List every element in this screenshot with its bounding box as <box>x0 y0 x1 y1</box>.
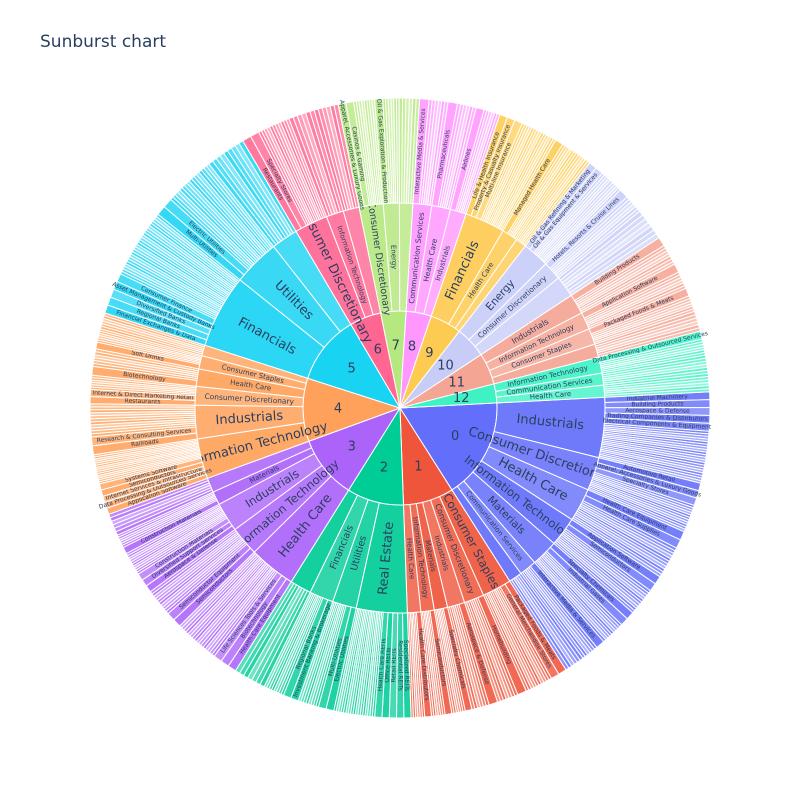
sunburst-industry-label-2-retail-reits: Retail REITs <box>390 648 398 683</box>
sunburst-industry-label-0-trading-companies-distributors: Trading Companies & Distributors <box>606 412 708 423</box>
sunburst-root-label-10: 10 <box>437 358 454 373</box>
sunburst-root-label-7: 7 <box>392 339 400 354</box>
sunburst-root-label-3: 3 <box>348 440 356 455</box>
sunburst-root-label-11: 11 <box>448 375 465 390</box>
sunburst-industry-label-0-aerospace-defense: Aerospace & Defense <box>625 407 690 415</box>
sunburst-company-12-2-5[interactable] <box>604 388 711 398</box>
sunburst-industry-label-0-building-products: Building Products <box>631 401 683 409</box>
sunburst-industry-label-2-health-care-reits: Health Care REITs <box>377 638 388 691</box>
sunburst-root-label-9: 9 <box>425 346 433 361</box>
sunburst-sector-label-1-health-care: Health Care <box>405 538 416 580</box>
sunburst-industry-label-2-residential-reits: Residential REITs <box>397 640 404 690</box>
sunburst-sector-label-12-health-care: Health Care <box>530 390 572 401</box>
sunburst-industry-label-4-railroads: Railroads <box>131 438 159 449</box>
sunburst-root-label-6: 6 <box>374 343 382 358</box>
sunburst-root-label-0: 0 <box>451 429 459 444</box>
sunburst-root-label-2: 2 <box>380 460 388 475</box>
sunburst-sector-label-0-industrials: Industrials <box>516 412 585 433</box>
sunburst-root-label-8: 8 <box>408 340 416 355</box>
sunburst-sector-label-4-industrials: Industrials <box>215 409 284 429</box>
sunburst-root-label-5: 5 <box>347 362 355 377</box>
sunburst-root-label-12: 12 <box>453 391 470 406</box>
chart-title: Sunburst chart <box>40 32 167 52</box>
sunburst-sector-label-2-real-estate: Real Estate <box>376 521 398 595</box>
sunburst-sector-label-7-energy: Energy <box>389 245 398 270</box>
sunburst-root-label-1: 1 <box>414 460 422 475</box>
sunburst-industry-label-2-specialized-reits: Specialized REITs <box>402 640 410 692</box>
sunburst-industry-label-4-restaurants: Restaurants <box>125 398 161 406</box>
sunburst-root-label-4: 4 <box>334 402 342 417</box>
sunburst-industry-label-0-industrial-machinery: Industrial Machinery <box>627 393 689 402</box>
sunburst-industry-label-4-internet-direct-marketing-retail: Internet & Direct Marketing Retail <box>92 390 194 402</box>
sunburst-industry-label-2-office-reits: Office REITs <box>384 648 393 683</box>
